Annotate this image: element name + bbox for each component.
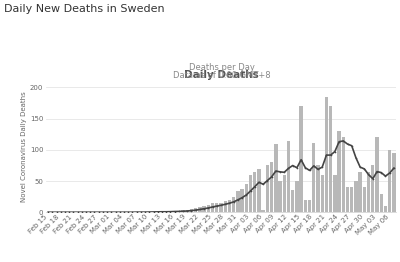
Bar [240, 189, 244, 212]
Bar [380, 194, 383, 212]
Bar [249, 176, 252, 212]
Bar [363, 187, 366, 212]
Bar [190, 209, 193, 212]
Bar [375, 137, 379, 212]
Bar [300, 106, 303, 212]
Bar [202, 206, 206, 212]
Bar [245, 184, 248, 212]
Bar [215, 204, 218, 212]
Bar [329, 106, 332, 212]
Bar [278, 181, 282, 212]
Bar [342, 137, 345, 212]
Bar [253, 172, 256, 212]
Bar [304, 200, 307, 212]
Bar [266, 165, 269, 212]
Bar [308, 200, 311, 212]
Bar [316, 165, 320, 212]
Bar [282, 175, 286, 212]
Bar [350, 187, 354, 212]
Bar [274, 144, 278, 212]
Bar [181, 210, 185, 212]
Bar [194, 208, 197, 212]
Bar [325, 97, 328, 212]
Text: Daily New Deaths in Sweden: Daily New Deaths in Sweden [4, 4, 165, 14]
Bar [392, 153, 396, 212]
Bar [354, 181, 358, 212]
Y-axis label: Novel Coronavirus Daily Deaths: Novel Coronavirus Daily Deaths [21, 91, 27, 202]
Bar [177, 211, 180, 212]
Bar [262, 210, 265, 212]
Bar [287, 141, 290, 212]
Bar [173, 211, 176, 212]
Bar [257, 168, 261, 212]
Bar [388, 150, 391, 212]
Bar [228, 200, 231, 212]
Bar [312, 143, 316, 212]
Bar [198, 207, 202, 212]
Bar [219, 204, 223, 212]
Bar [270, 162, 273, 212]
Bar [236, 191, 240, 212]
Text: Data as of 0:00 GMT+8: Data as of 0:00 GMT+8 [173, 71, 271, 80]
Bar [232, 196, 235, 212]
Bar [186, 210, 189, 212]
Bar [333, 175, 336, 212]
Bar [291, 190, 294, 212]
Bar [337, 131, 341, 212]
Bar [207, 205, 210, 212]
Bar [367, 172, 370, 212]
Bar [346, 187, 349, 212]
Bar [371, 165, 374, 212]
Bar [224, 201, 227, 212]
Text: Deaths per Day: Deaths per Day [189, 63, 255, 72]
Bar [320, 175, 324, 212]
Title: Daily Deaths: Daily Deaths [184, 70, 258, 80]
Bar [384, 206, 387, 212]
Bar [211, 204, 214, 212]
Bar [358, 172, 362, 212]
Bar [295, 181, 298, 212]
